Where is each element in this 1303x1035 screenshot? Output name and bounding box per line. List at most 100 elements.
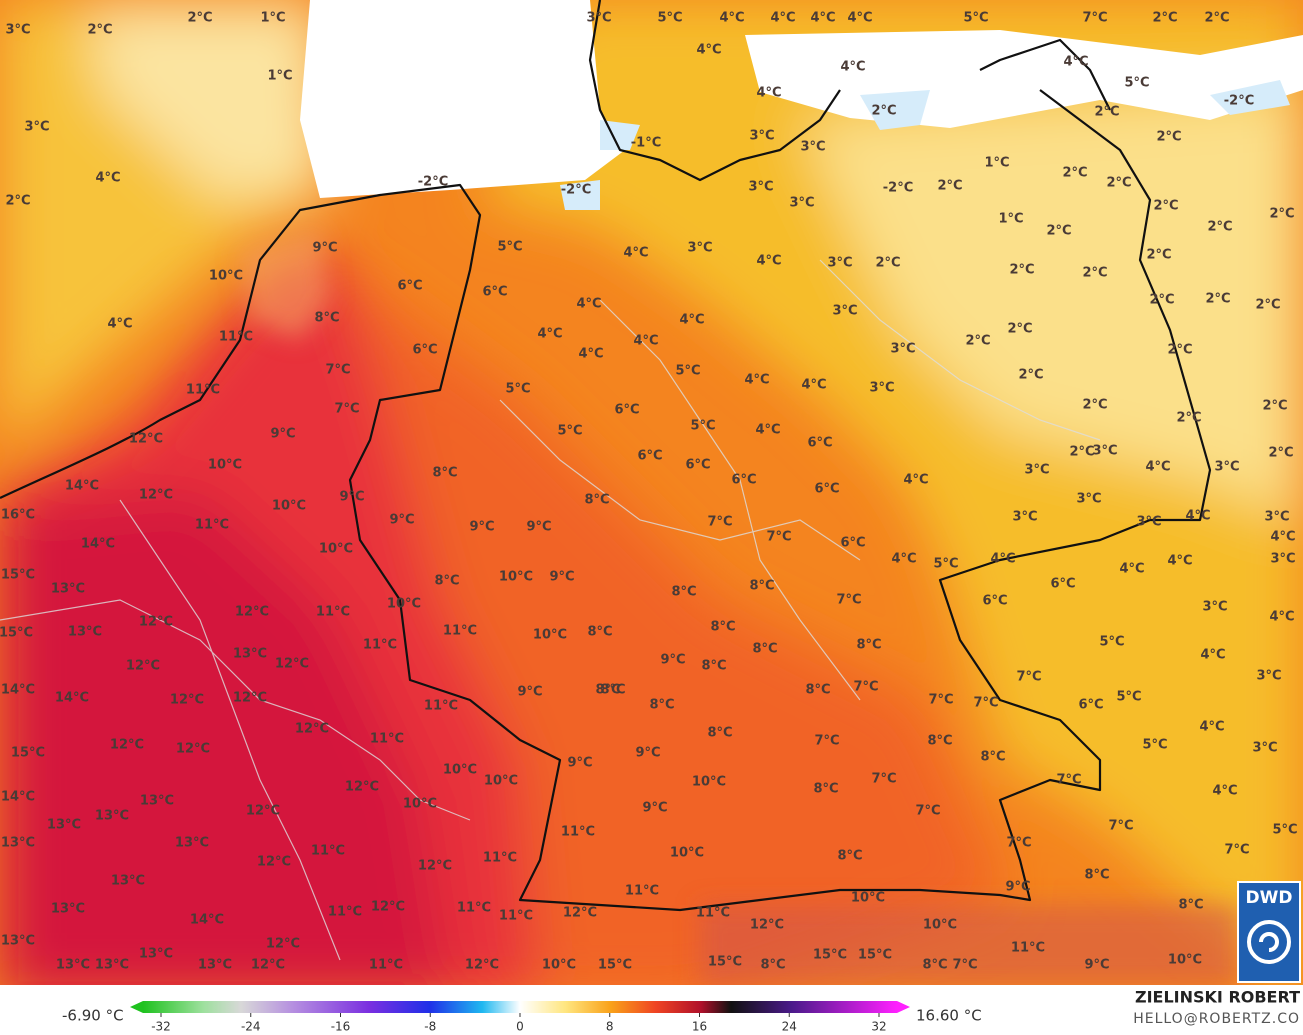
temperature-label: 10°C (403, 797, 437, 812)
temperature-label: 12°C (418, 859, 452, 874)
temperature-label: 4°C (1185, 509, 1210, 524)
temperature-label: 12°C (139, 615, 173, 630)
temperature-label: 7°C (1108, 819, 1133, 834)
temperature-label: 4°C (719, 11, 744, 26)
temperature-label: 9°C (517, 685, 542, 700)
colorbar-tick-label: 8 (606, 1020, 614, 1034)
temperature-label: 4°C (1270, 530, 1295, 545)
temperature-label: 2°C (187, 11, 212, 26)
temperature-label: 7°C (915, 804, 940, 819)
temperature-label: 2°C (1205, 292, 1230, 307)
max-value: 16.60 °C (916, 1007, 982, 1025)
temperature-label: -2°C (418, 175, 448, 190)
temperature-label: 8°C (434, 574, 459, 589)
temperature-label: 10°C (533, 628, 567, 643)
temperature-label: 13°C (1, 934, 35, 949)
temperature-label: 5°C (1142, 738, 1167, 753)
temperature-label: 15°C (1, 568, 35, 583)
temperature-label: 10°C (319, 542, 353, 557)
temperature-label: 3°C (1252, 741, 1277, 756)
colorbar: -32 -24 -16 -8 0 8 16 24 32 (130, 1001, 910, 1034)
temperature-label: 13°C (140, 794, 174, 809)
temperature-label: 9°C (270, 427, 295, 442)
temperature-label: 8°C (671, 585, 696, 600)
temperature-label: 7°C (334, 402, 359, 417)
temperature-label: 4°C (1145, 460, 1170, 475)
temperature-label: 8°C (927, 734, 952, 749)
temperature-label: 2°C (1062, 166, 1087, 181)
temperature-label: 7°C (973, 696, 998, 711)
colorbar-arrow-high (897, 1001, 910, 1013)
temperature-label: 11°C (311, 844, 345, 859)
temperature-label: 11°C (443, 624, 477, 639)
temperature-label: 7°C (1056, 773, 1081, 788)
temperature-label: 8°C (1178, 898, 1203, 913)
map-background (0, 0, 1303, 985)
temperature-label: 3°C (1136, 515, 1161, 530)
temperature-label: 11°C (561, 825, 595, 840)
temperature-label: 8°C (587, 625, 612, 640)
temperature-label: 15°C (598, 958, 632, 973)
temperature-label: 4°C (1119, 562, 1144, 577)
temperature-label: 2°C (1269, 207, 1294, 222)
temperature-label: 4°C (990, 552, 1015, 567)
temperature-label: 9°C (635, 746, 660, 761)
logo-spiral (1247, 920, 1291, 964)
temperature-label: 2°C (1082, 266, 1107, 281)
temperature-label: 8°C (752, 642, 777, 657)
temperature-label: 1°C (260, 11, 285, 26)
temperature-label: 3°C (789, 196, 814, 211)
temperature-label: 10°C (209, 269, 243, 284)
temperature-label: 6°C (685, 458, 710, 473)
temperature-label: 10°C (851, 891, 885, 906)
temperature-label: 2°C (1082, 398, 1107, 413)
temperature-label: 12°C (129, 432, 163, 447)
temperature-label: 6°C (807, 436, 832, 451)
temperature-label: 5°C (1116, 690, 1141, 705)
temperature-label: 11°C (328, 905, 362, 920)
temperature-label: 7°C (1082, 11, 1107, 26)
temperature-label: 5°C (1272, 823, 1297, 838)
temperature-label: 9°C (339, 490, 364, 505)
temperature-label: 7°C (766, 530, 791, 545)
colorbar-arrow-low (130, 1001, 143, 1013)
temperature-label: 8°C (600, 683, 625, 698)
temperature-label: 12°C (235, 605, 269, 620)
temperature-label: 2°C (1069, 445, 1094, 460)
temperature-label: 8°C (595, 683, 620, 698)
temperature-label: 4°C (801, 378, 826, 393)
temperature-label: 2°C (1268, 446, 1293, 461)
temperature-label: 11°C (483, 851, 517, 866)
temperature-label: 7°C (707, 515, 732, 530)
temperature-label: 5°C (933, 557, 958, 572)
temperature-label: 12°C (371, 900, 405, 915)
temperature-label: 13°C (47, 818, 81, 833)
temperature-label: 10°C (499, 570, 533, 585)
temperature-label: 3°C (832, 304, 857, 319)
temperature-label: 7°C (1016, 670, 1041, 685)
temperature-label: 2°C (1018, 368, 1043, 383)
temperature-label: 2°C (1106, 176, 1131, 191)
temperature-label: 4°C (1200, 648, 1225, 663)
temperature-label: 4°C (810, 11, 835, 26)
temperature-label: 2°C (1146, 248, 1171, 263)
temperature-label: 4°C (679, 313, 704, 328)
temperature-label: 11°C (1011, 941, 1045, 956)
temperature-label: 13°C (51, 902, 85, 917)
temperature-label: 5°C (675, 364, 700, 379)
temperature-label: 6°C (1050, 577, 1075, 592)
temperature-label: 11°C (369, 958, 403, 973)
temperature-label: -2°C (561, 183, 591, 198)
colorbar-tick-label: 16 (692, 1020, 707, 1034)
temperature-label: 6°C (731, 473, 756, 488)
temperature-label: -2°C (883, 181, 913, 196)
min-value: -6.90 °C (62, 1007, 124, 1025)
temperature-label: 9°C (567, 756, 592, 771)
temperature-label: 2°C (1207, 220, 1232, 235)
temperature-label: 3°C (1256, 669, 1281, 684)
temperature-label: 2°C (1149, 293, 1174, 308)
temperature-label: 13°C (51, 582, 85, 597)
temperature-label: 2°C (1009, 263, 1034, 278)
temperature-label: 15°C (0, 626, 33, 641)
temperature-label: 10°C (670, 846, 704, 861)
